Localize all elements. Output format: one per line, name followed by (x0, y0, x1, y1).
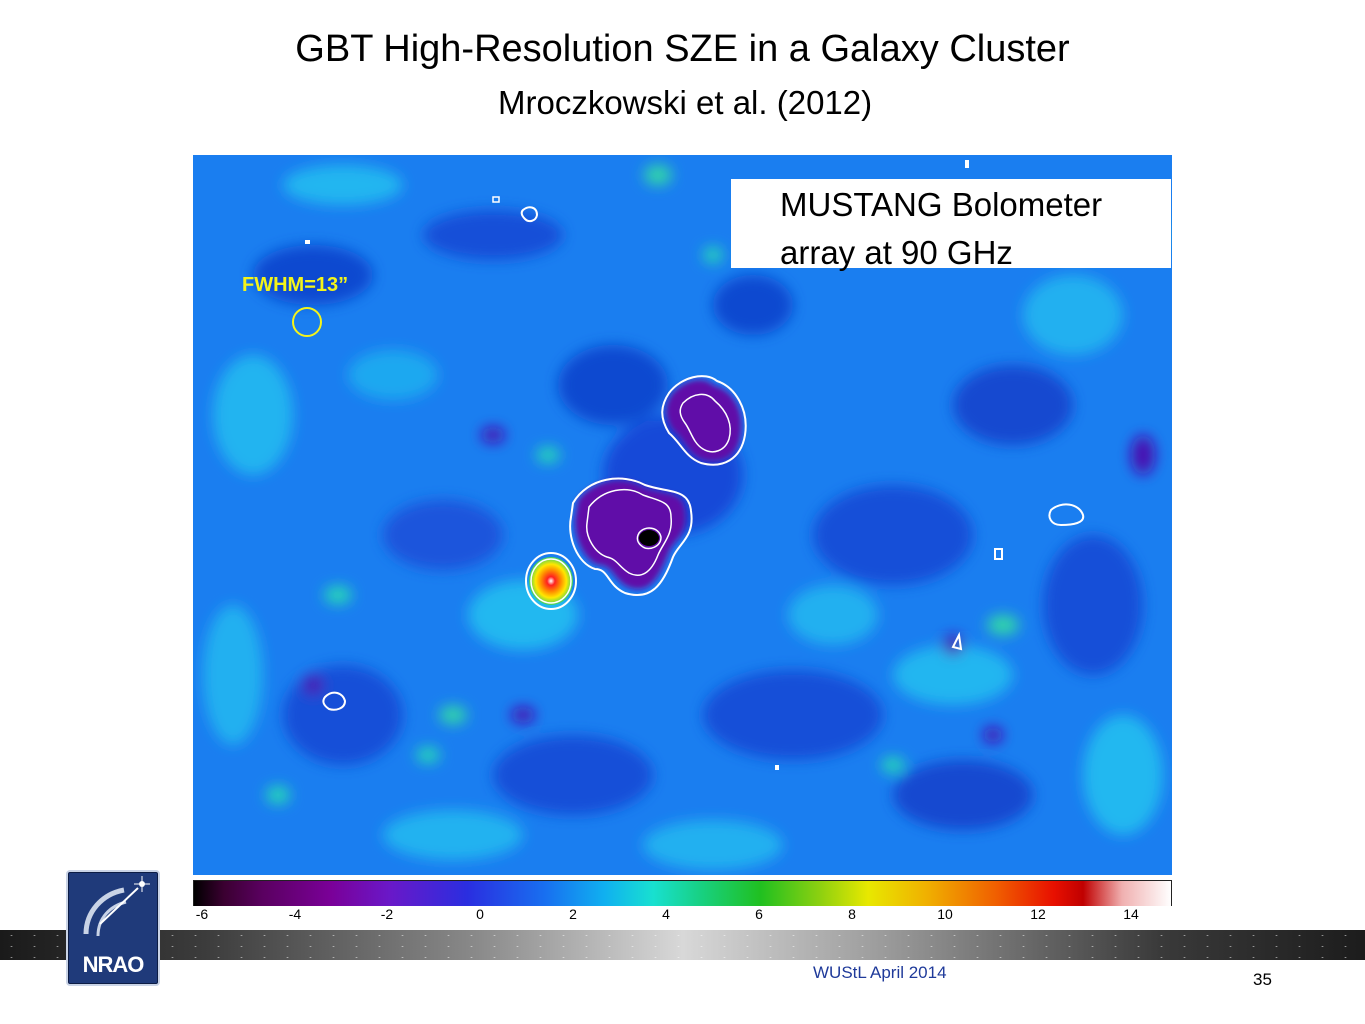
instrument-label: MUSTANG Bolometer array at 90 GHz (780, 186, 1103, 271)
sze-map-svg (193, 155, 1172, 875)
colorbar-tick: 6 (755, 906, 763, 922)
page-number: 35 (1253, 970, 1272, 989)
colorbar-tick: 10 (937, 906, 953, 922)
sze-map-image (193, 155, 1172, 875)
milky-way-banner (0, 930, 1365, 960)
colorbar-tick: 0 (476, 906, 484, 922)
footer-text: WUStL April 2014 (813, 963, 947, 982)
colorbar-tick: 2 (569, 906, 577, 922)
colorbar-tick: -2 (380, 906, 394, 922)
colorbar-tick: -4 (288, 906, 302, 922)
colorbar-tick: 8 (848, 906, 856, 922)
colorbar-tick: 14 (1123, 906, 1139, 922)
colorbar-tick-labels: -6 -4 -2 0 2 4 6 8 10 12 14 (193, 906, 1172, 934)
nrao-logo-text: NRAO (82, 952, 145, 977)
beam-fwhm-label: FWHM=13” (242, 274, 349, 296)
instrument-label-box (731, 179, 1171, 268)
slide-subtitle: Mroczkowski et al. (2012) (498, 84, 873, 121)
radio-telescope-icon (83, 876, 150, 937)
beam-circle-icon (292, 307, 322, 337)
colorbar-tick: -6 (195, 906, 209, 922)
nrao-logo: NRAO (66, 870, 160, 986)
slide-title: GBT High-Resolution SZE in a Galaxy Clus… (295, 28, 1070, 70)
colorbar (193, 880, 1172, 908)
colorbar-tick: 12 (1030, 906, 1046, 922)
colorbar-tick: 4 (662, 906, 670, 922)
